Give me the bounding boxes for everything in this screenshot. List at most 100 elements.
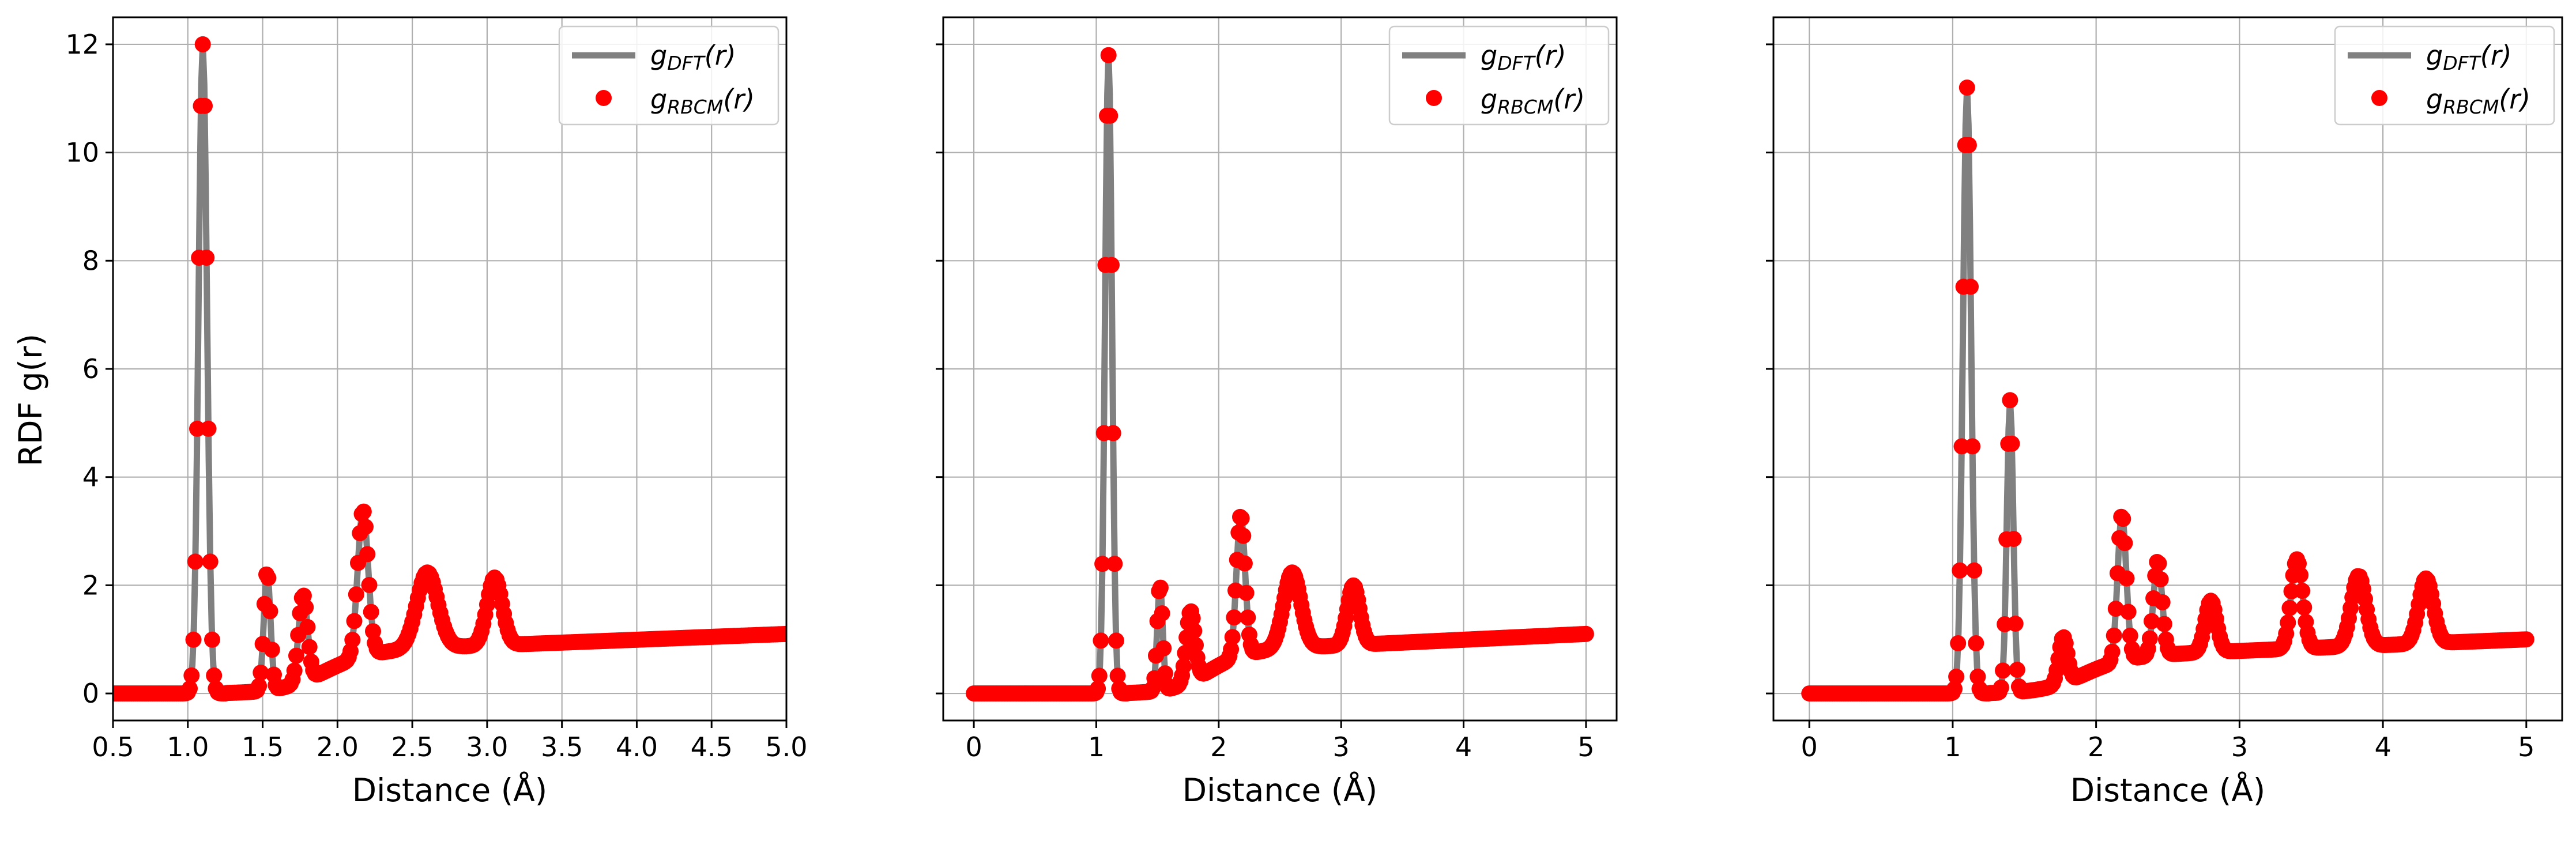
grbcm-point xyxy=(355,503,372,520)
y-axis-label: RDF g(r) xyxy=(12,334,49,466)
x-tick-label: 3 xyxy=(2231,731,2248,763)
grbcm-point xyxy=(2144,613,2160,629)
grbcm-point xyxy=(36,685,52,701)
grbcm-point xyxy=(52,685,69,701)
grbcm-point xyxy=(2122,627,2138,644)
grbcm-point xyxy=(363,603,379,620)
grbcm-point xyxy=(1184,610,1201,627)
x-tick-label: 4.5 xyxy=(691,731,733,763)
chart-panel-1: 0.5 1.0 1.5 2.0 2.5 3.0 3.5 4.0 4.5 5.0 0 2 4 6 8 10 12 D… xyxy=(32,16,808,809)
grbcm-point xyxy=(198,250,215,266)
grbcm-point xyxy=(64,685,80,701)
grbcm-point xyxy=(187,553,204,570)
x-tick-label: 1 xyxy=(1088,731,1105,763)
legend: gDFT(r) gRBCM(r) xyxy=(1388,25,1610,126)
x-tick-label: 4.0 xyxy=(616,731,658,763)
grbcm-point xyxy=(45,685,61,701)
grbcm-point xyxy=(1152,579,1169,596)
chart-panel-2: 0 1 2 3 4 5 Distance (Å) gDFT(r) gRBCM(r) xyxy=(936,16,1618,809)
y-tick-label: 8 xyxy=(82,245,99,276)
grbcm-point xyxy=(1960,137,1977,153)
grbcm-point xyxy=(2280,614,2296,631)
grbcm-point xyxy=(1091,667,1108,684)
x-tick-label: 3.0 xyxy=(466,731,508,763)
grbcm-point xyxy=(361,576,378,593)
y-tick-label: 0 xyxy=(82,678,99,709)
grbcm-point xyxy=(2104,643,2121,660)
grbcm-point xyxy=(2005,531,2022,547)
legend-marker-swatch xyxy=(596,90,612,106)
grbcm-point xyxy=(58,685,74,701)
series-grbcm-markers xyxy=(32,36,786,702)
x-tick-label: 4 xyxy=(1455,731,1472,763)
grbcm-point xyxy=(2152,571,2169,587)
x-axis-label: Distance (Å) xyxy=(1182,771,1378,809)
x-tick-label: 5.0 xyxy=(765,731,807,763)
grbcm-point xyxy=(182,680,198,697)
grbcm-point xyxy=(2115,511,2131,527)
grbcm-point xyxy=(297,599,314,616)
y-tick-label: 2 xyxy=(82,569,99,601)
legend-box xyxy=(1388,25,1610,126)
grbcm-point xyxy=(1963,278,1979,295)
grbcm-point xyxy=(202,553,219,570)
grbcm-point xyxy=(60,685,76,701)
grbcm-point xyxy=(194,36,211,52)
grbcm-point xyxy=(2003,435,2020,452)
grbcm-point xyxy=(348,586,364,603)
grbcm-point xyxy=(1188,637,1204,654)
grbcm-point xyxy=(2151,555,2167,572)
legend-entry-label: gDFT(r) xyxy=(650,40,736,74)
grbcm-point xyxy=(34,685,50,701)
grbcm-point xyxy=(49,685,65,701)
grbcm-point xyxy=(62,685,78,701)
grbcm-point xyxy=(1186,623,1203,639)
grbcm-point xyxy=(357,519,374,535)
grbcm-point xyxy=(2120,603,2137,620)
grbcm-point xyxy=(47,685,63,701)
grbcm-point xyxy=(32,685,48,701)
grbcm-point xyxy=(286,662,303,679)
grbcm-point xyxy=(200,420,217,437)
grbcm-point xyxy=(2296,599,2313,616)
grbcm-point xyxy=(197,97,213,114)
x-tick-label: 1.0 xyxy=(167,731,209,763)
grbcm-point xyxy=(2107,601,2124,617)
grbcm-point xyxy=(778,625,786,642)
grbcm-point xyxy=(37,685,54,701)
grbcm-point xyxy=(1109,667,1126,684)
y-tick-label: 12 xyxy=(65,29,99,60)
grbcm-point xyxy=(1950,635,1967,651)
x-axis-label: Distance (Å) xyxy=(352,771,548,809)
grbcm-point xyxy=(2106,627,2122,644)
grbcm-point xyxy=(1155,640,1172,657)
legend-box xyxy=(2334,25,2555,126)
grbcm-point xyxy=(2116,535,2133,552)
x-tick-label: 2 xyxy=(1210,731,1227,763)
grbcm-point xyxy=(183,667,200,684)
grbcm-point xyxy=(1235,527,1252,544)
x-tick-label: 5 xyxy=(1577,731,1594,763)
series-grbcm-markers xyxy=(966,47,1594,702)
grbcm-point xyxy=(1948,669,1965,685)
x-axis-label: Distance (Å) xyxy=(2070,771,2266,809)
grbcm-point xyxy=(42,685,58,701)
grbcm-point xyxy=(251,678,268,695)
legend-marker-swatch xyxy=(1426,90,1442,106)
x-tick-label: 3 xyxy=(1333,731,1350,763)
grbcm-point xyxy=(1102,107,1118,124)
series-grbcm-markers xyxy=(1801,80,2534,702)
x-tick-label: 1.5 xyxy=(242,731,284,763)
grbcm-point xyxy=(301,639,318,655)
grbcm-point xyxy=(43,685,59,701)
y-tick-label: 6 xyxy=(82,353,99,384)
legend: gDFT(r) gRBCM(r) xyxy=(558,25,779,126)
grbcm-point xyxy=(2002,392,2018,409)
grbcm-point xyxy=(1995,662,2011,679)
grbcm-point xyxy=(1993,679,2009,696)
grbcm-point xyxy=(1964,438,1981,455)
grbcm-point xyxy=(1966,562,1983,579)
grbcm-point xyxy=(359,546,376,563)
grbcm-point xyxy=(51,685,67,701)
grbcm-point xyxy=(1154,605,1170,622)
